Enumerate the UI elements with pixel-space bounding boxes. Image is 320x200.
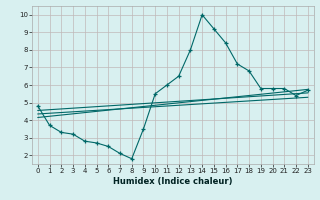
X-axis label: Humidex (Indice chaleur): Humidex (Indice chaleur) [113, 177, 233, 186]
